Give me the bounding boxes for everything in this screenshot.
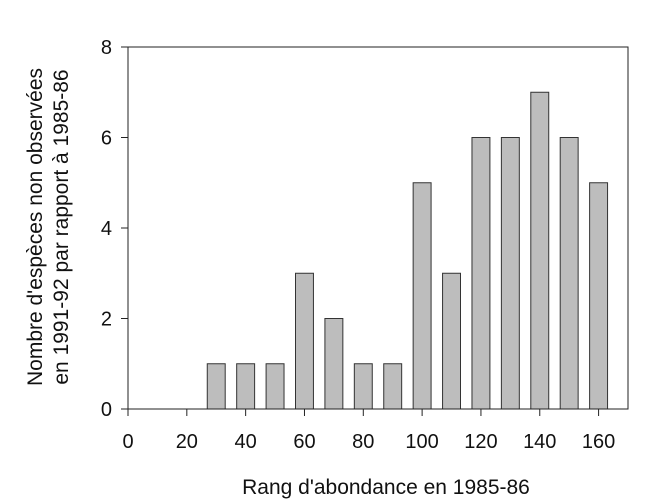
bar-0 <box>206 363 226 410</box>
bar-5 <box>353 363 373 410</box>
bar-2 <box>265 363 285 410</box>
y-tick-label-0: 0 <box>101 399 112 421</box>
y-tick-label-3: 6 <box>101 128 112 150</box>
x-tick-label-2: 40 <box>235 431 257 453</box>
y-axis-title: Nombre d'espèces non observées en 1991-9… <box>24 68 73 386</box>
y-tick-label-1: 2 <box>101 309 112 331</box>
bar-4 <box>324 318 344 410</box>
bar-3 <box>295 272 314 410</box>
x-tick-label-5: 100 <box>405 431 438 453</box>
x-tick-label-3: 60 <box>293 431 315 453</box>
y-tick-label-4: 8 <box>101 37 112 59</box>
y-axis-title-line-1: Nombre d'espèces non observées <box>24 68 47 386</box>
x-tick-label-1: 20 <box>176 431 198 453</box>
bar-13 <box>589 182 609 410</box>
bar-9 <box>471 137 491 410</box>
x-tick-label-0: 0 <box>122 431 133 453</box>
y-axis-title-line-2: en 1991-92 par rapport à 1985-86 <box>50 69 73 384</box>
x-tick-label-4: 80 <box>352 431 374 453</box>
bar-10 <box>500 137 520 410</box>
plot-frame <box>127 46 629 410</box>
x-tick-label-8: 160 <box>582 431 615 453</box>
bar-7 <box>412 182 432 410</box>
x-tick-label-7: 140 <box>523 431 556 453</box>
y-tick-label-2: 4 <box>101 218 112 240</box>
bar-8 <box>442 272 462 410</box>
x-axis-title: Rang d'abondance en 1985-86 <box>242 476 530 499</box>
bar-6 <box>383 363 403 410</box>
x-tick-label-6: 120 <box>464 431 497 453</box>
bar-12 <box>559 137 579 410</box>
bar-11 <box>530 91 550 410</box>
bar-1 <box>236 363 256 410</box>
